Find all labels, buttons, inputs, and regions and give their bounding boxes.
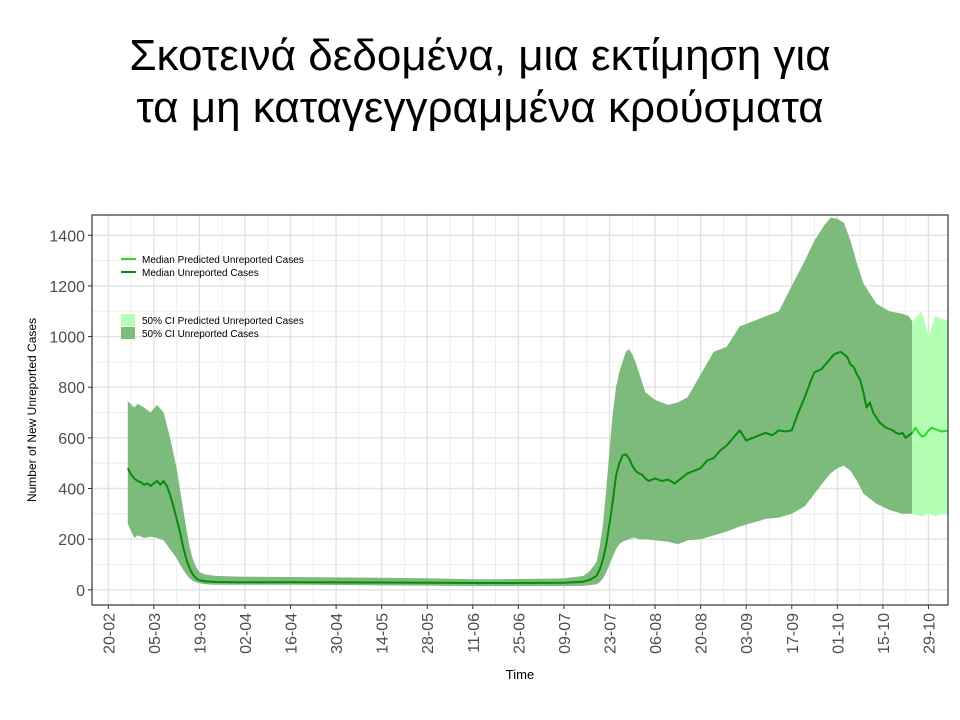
x-tick-label: 09-07 bbox=[557, 613, 574, 654]
legend-line-label: Median Predicted Unreported Cases bbox=[142, 255, 304, 266]
x-tick-label: 28-05 bbox=[420, 613, 437, 654]
legend: Median Predicted Unreported Cases Median … bbox=[121, 255, 304, 340]
y-tick-label: 400 bbox=[58, 482, 85, 499]
x-tick-label: 05-03 bbox=[147, 613, 164, 654]
legend-band-label: 50% CI Predicted Unreported Cases bbox=[142, 316, 304, 327]
x-tick-label: 30-04 bbox=[329, 613, 346, 654]
x-tick-label: 20-08 bbox=[694, 613, 711, 654]
legend-band-label: 50% CI Unreported Cases bbox=[142, 329, 259, 340]
x-tick-label: 06-08 bbox=[648, 613, 665, 654]
slide-title-line-2: τα μη καταγεγγραμμένα κρούσματα bbox=[136, 83, 824, 132]
y-tick-label: 1400 bbox=[49, 228, 85, 245]
y-axis-label: Number of New Unreported Cases bbox=[25, 318, 39, 502]
y-tick-label: 800 bbox=[58, 380, 85, 397]
x-tick-label: 15-10 bbox=[876, 613, 893, 654]
y-tick-label: 1200 bbox=[49, 279, 85, 296]
median-line-unreported bbox=[126, 350, 913, 584]
x-tick-label: 20-02 bbox=[101, 613, 118, 654]
x-axis-label: Time bbox=[506, 667, 534, 682]
x-tick-label: 03-09 bbox=[739, 613, 756, 654]
legend-band-key bbox=[121, 327, 135, 339]
ci-band-unreported bbox=[127, 217, 913, 586]
x-tick-label: 16-04 bbox=[284, 613, 301, 654]
x-tick-label: 02-04 bbox=[238, 613, 255, 654]
y-tick-label: 200 bbox=[58, 532, 85, 549]
slide-title: Σκοτεινά δεδομένα, μια εκτίμηση για τα μ… bbox=[0, 30, 960, 134]
slide-title-line-1: Σκοτεινά δεδομένα, μια εκτίμηση για bbox=[129, 31, 831, 80]
median-line-predicted bbox=[911, 426, 949, 438]
plot-border bbox=[91, 214, 949, 606]
y-tick-label: 600 bbox=[58, 431, 85, 448]
x-tick-label: 17-09 bbox=[785, 613, 802, 654]
ci-band-predicted bbox=[912, 311, 948, 517]
y-tick-label: 0 bbox=[76, 583, 85, 600]
x-tick-label: 14-05 bbox=[375, 613, 392, 654]
x-tick-label: 29-10 bbox=[921, 613, 938, 654]
y-tick-label: 1000 bbox=[49, 330, 85, 347]
median-lines bbox=[126, 350, 949, 584]
ci-bands bbox=[127, 217, 948, 586]
axes: 0 200 400 600 800 1000 1200 1400 20-02 05-03 19-03… bbox=[49, 228, 938, 654]
x-tick-label: 11-06 bbox=[466, 613, 483, 653]
x-tick-label: 19-03 bbox=[192, 613, 209, 654]
x-tick-label: 01-10 bbox=[830, 613, 847, 654]
legend-line-label: Median Unreported Cases bbox=[142, 268, 259, 279]
x-tick-label: 23-07 bbox=[603, 613, 620, 654]
legend-band-key bbox=[121, 314, 135, 326]
x-tick-label: 25-06 bbox=[511, 613, 528, 654]
